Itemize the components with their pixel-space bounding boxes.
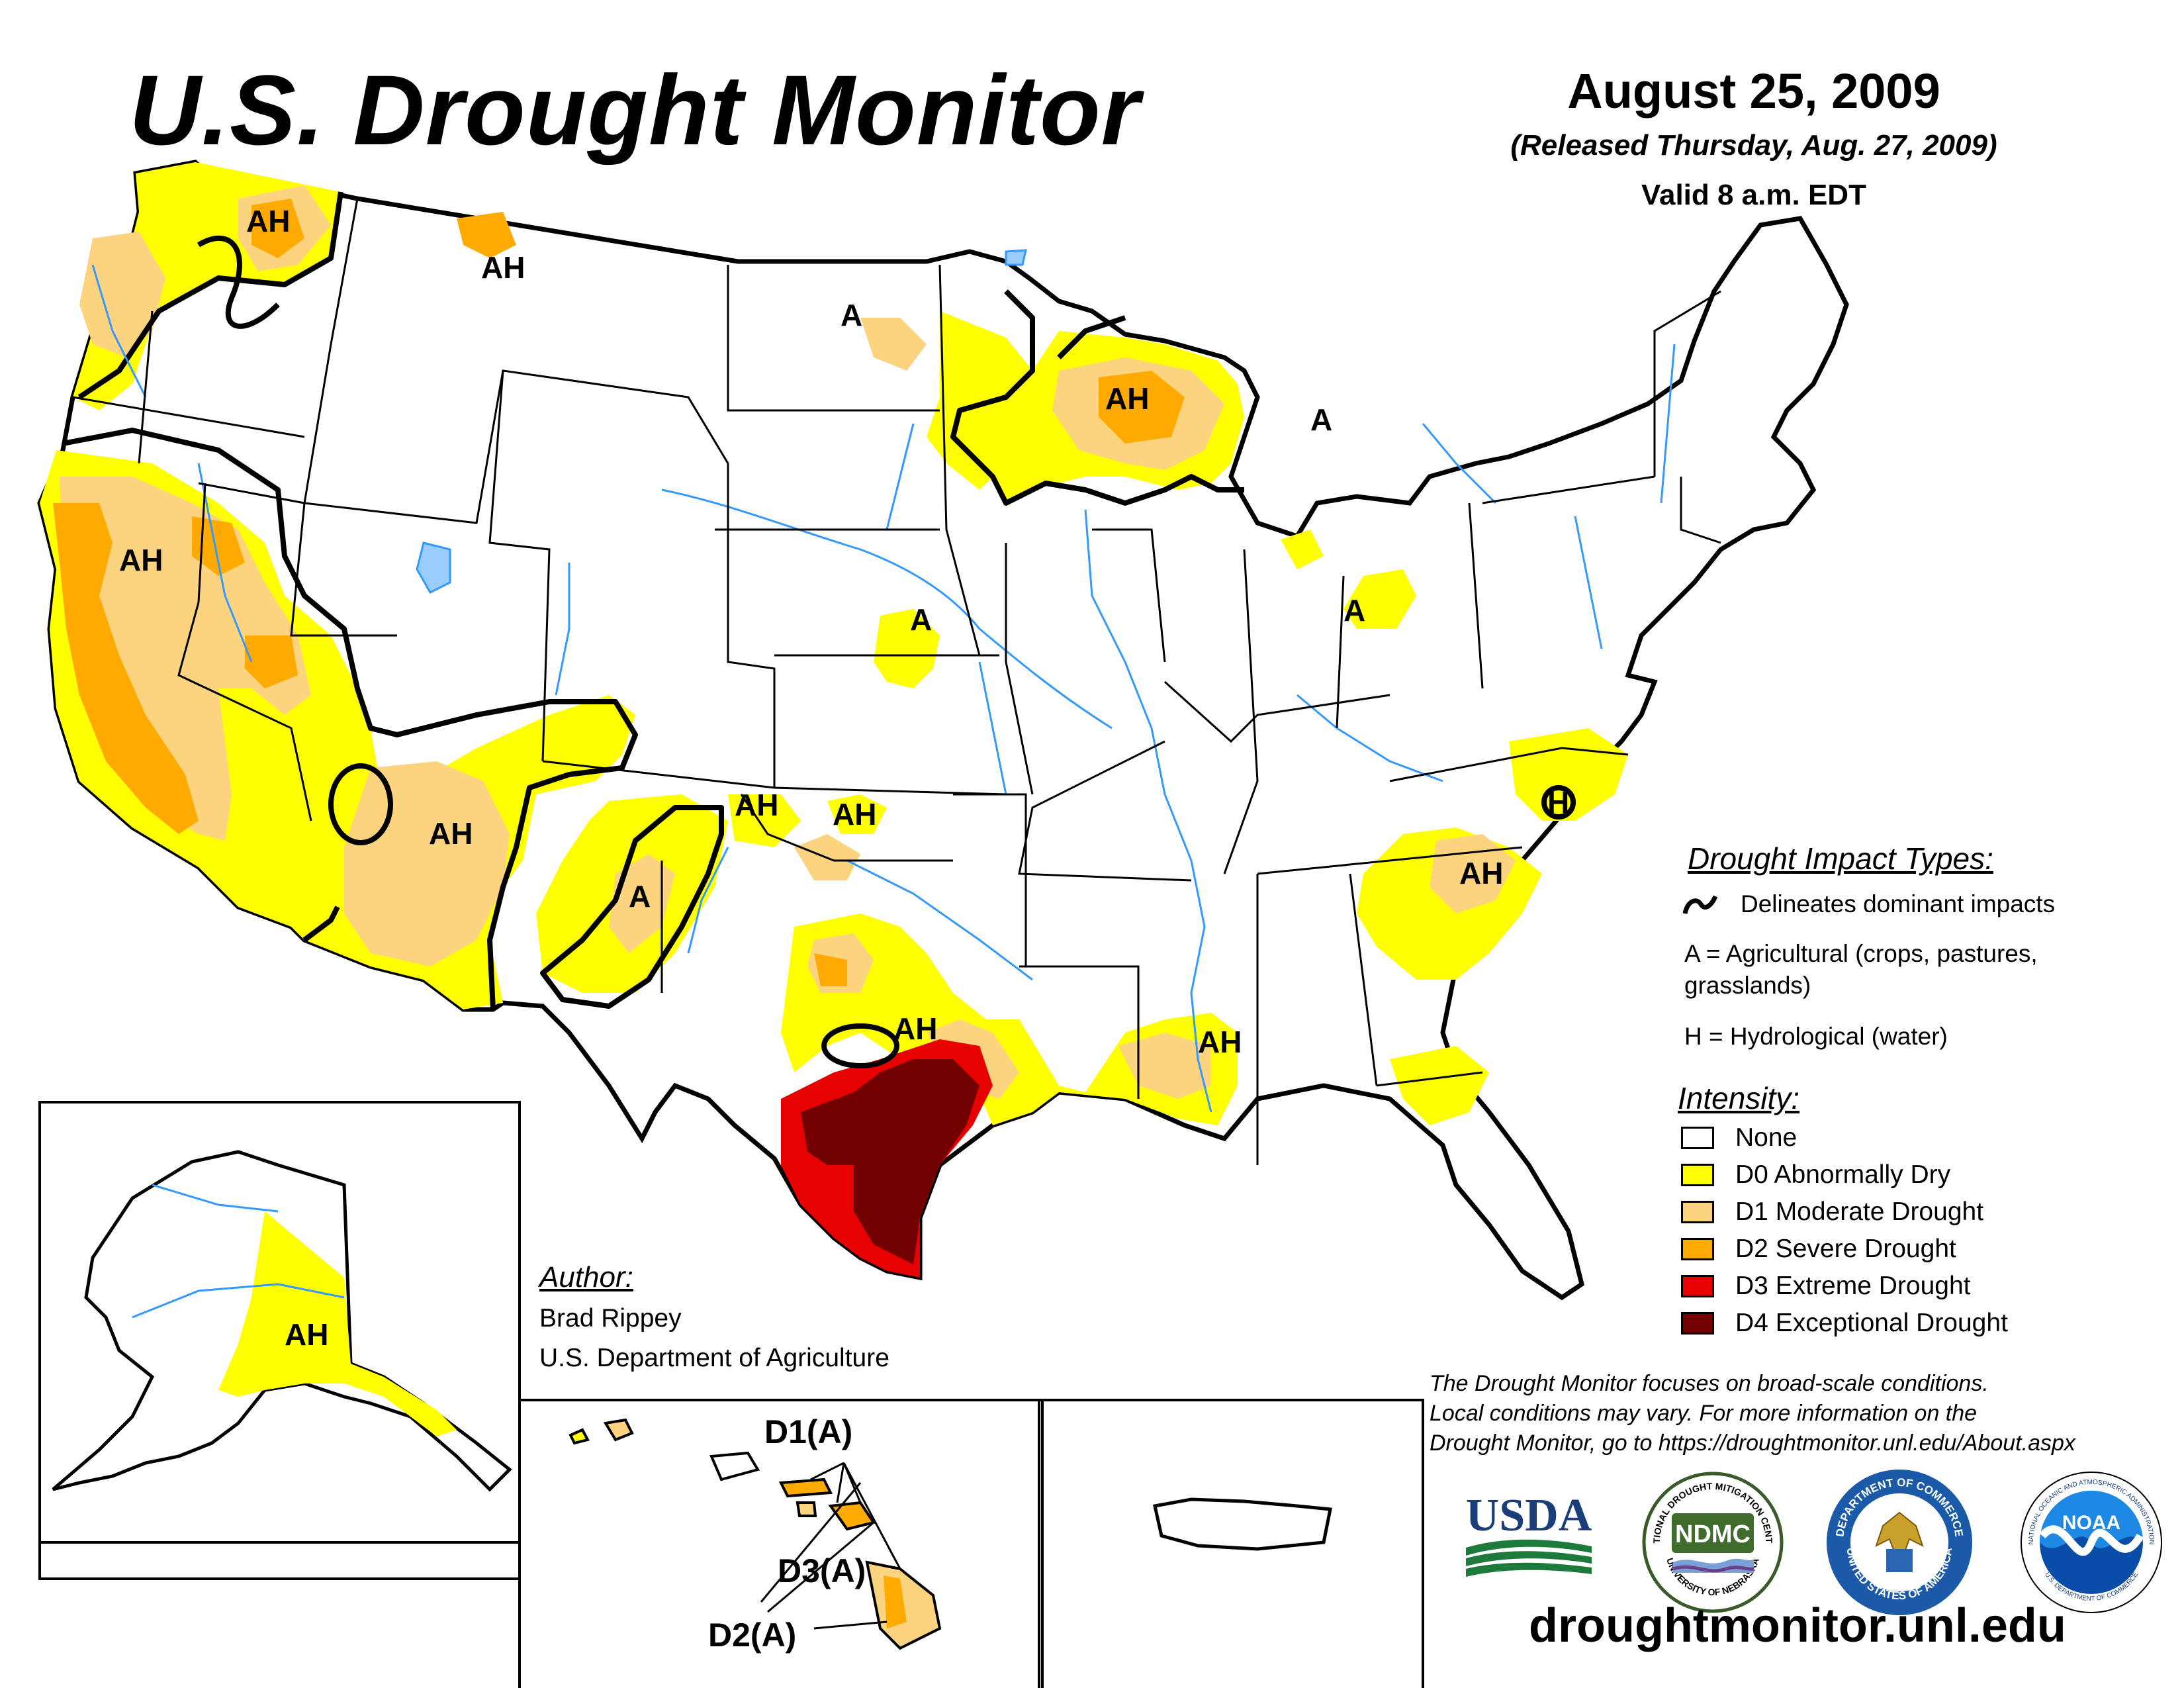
legend-d3-label: D3 Extreme Drought <box>1735 1272 1971 1300</box>
label-mt: AH <box>481 250 525 285</box>
label-oh: A <box>1343 593 1365 628</box>
agricultural-label: A = Agricultural (crops, pastures, <box>1684 940 2038 967</box>
noaa-logo[interactable]: NATIONAL OCEANIC AND ATMOSPHERIC ADMINIS… <box>2019 1470 2164 1615</box>
legend-d2-label: D2 Severe Drought <box>1735 1235 1956 1263</box>
alaska-rivers <box>132 1184 345 1319</box>
label-mi: A <box>1310 402 1332 437</box>
label-hi-d3: D3(A) <box>778 1552 866 1589</box>
label-hi-d2: D2(A) <box>708 1617 796 1654</box>
label-ca: AH <box>119 543 163 577</box>
note-line-1: The Drought Monitor focuses on broad-sca… <box>1430 1371 1989 1396</box>
hawaii-labels: D1(A) D3(A) D2(A) <box>708 1413 866 1654</box>
state-lines <box>72 198 1721 1165</box>
label-wa: AH <box>246 204 290 238</box>
ndmc-logo[interactable]: NATIONAL DROUGHT MITIGATION CENTER UNIVE… <box>1640 1470 1786 1615</box>
swatch-d0 <box>1681 1164 1714 1186</box>
legend-d1: D1 Moderate Drought <box>1681 1197 1983 1227</box>
hawaii-leaders <box>760 1462 901 1630</box>
map-labels: AH AH A AH A AH A A AH A AH AH H AH AH A… <box>119 204 1569 1059</box>
puerto-rico-outline <box>1152 1497 1332 1551</box>
note-line-3: Drought Monitor, go to https://droughtmo… <box>1430 1430 2075 1456</box>
alaska-d0 <box>218 1211 457 1436</box>
legend-none: None <box>1681 1123 1797 1152</box>
impact-line-icon <box>1682 895 1718 914</box>
d2-areas <box>53 199 1185 1072</box>
label-sc: AH <box>1459 856 1503 890</box>
label-la: AH <box>1198 1025 1242 1059</box>
hydrological-label: H = Hydrological (water) <box>1684 1023 1948 1050</box>
legend-d4-label: D4 Exceptional Drought <box>1735 1309 2008 1337</box>
d4-area <box>801 1059 979 1264</box>
legend-d4: D4 Exceptional Drought <box>1681 1309 2008 1338</box>
legend-d2: D2 Severe Drought <box>1681 1235 1956 1264</box>
label-tx: AH <box>893 1011 937 1046</box>
lakes <box>416 249 1027 594</box>
legend-none-label: None <box>1735 1123 1797 1152</box>
map-title: U.S. Drought Monitor <box>129 54 1141 165</box>
legend-d3: D3 Extreme Drought <box>1681 1272 1970 1301</box>
noaa-logo-text: NOAA <box>2062 1512 2120 1534</box>
label-nc: H <box>1547 785 1569 820</box>
swatch-d3 <box>1681 1275 1714 1297</box>
label-az: AH <box>429 816 473 851</box>
impact-types-heading: Drought Impact Types: <box>1688 841 1993 876</box>
agricultural-label-cont: grasslands) <box>1684 972 1811 999</box>
impact-line-legend: Delineates dominant impacts <box>1681 890 2055 918</box>
ndmc-logo-text: NDMC <box>1675 1521 1751 1548</box>
rivers <box>91 264 1676 1113</box>
label-ne: A <box>910 602 932 637</box>
usda-logo[interactable]: USDA <box>1459 1489 1598 1582</box>
swatch-d2 <box>1681 1238 1714 1260</box>
label-hi-d1: D1(A) <box>764 1413 852 1450</box>
label-nm: A <box>629 879 651 914</box>
label-nd: A <box>841 298 862 332</box>
impact-line-label: Delineates dominant impacts <box>1741 890 2056 917</box>
label-ak: AH <box>285 1317 328 1352</box>
disclaimer-note: The Drought Monitor focuses on broad-sca… <box>1430 1369 2171 1458</box>
author-org: U.S. Department of Agriculture <box>539 1344 889 1372</box>
swatch-d4 <box>1681 1312 1714 1335</box>
author-name: Brad Rippey <box>539 1304 682 1333</box>
author-heading: Author: <box>539 1261 633 1293</box>
label-ks: AH <box>833 797 876 831</box>
map-date: August 25, 2009 <box>1567 64 1940 118</box>
swatch-none <box>1681 1127 1714 1149</box>
valid-time: Valid 8 a.m. EDT <box>1641 179 1866 211</box>
legend-d0-label: D0 Abnormally Dry <box>1735 1160 1951 1189</box>
label-wi: AH <box>1105 381 1149 416</box>
legend-d0: D0 Abnormally Dry <box>1681 1160 1950 1190</box>
impact-lines <box>62 191 1576 1068</box>
intensity-heading: Intensity: <box>1678 1081 1800 1115</box>
release-date: (Released Thursday, Aug. 27, 2009) <box>1510 129 1997 162</box>
label-co: AH <box>735 788 778 822</box>
note-line-2: Local conditions may vary. For more info… <box>1430 1401 1978 1426</box>
legend-d1-label: D1 Moderate Drought <box>1735 1197 1984 1226</box>
hawaii <box>569 1418 942 1650</box>
swatch-d1 <box>1681 1201 1714 1223</box>
usda-logo-text: USDA <box>1466 1490 1592 1541</box>
site-url[interactable]: droughtmonitor.unl.edu <box>1529 1599 2066 1652</box>
commerce-logo[interactable]: DEPARTMENT OF COMMERCE UNITED STATES OF … <box>1823 1466 1976 1618</box>
inset-frames <box>38 1101 1424 1688</box>
